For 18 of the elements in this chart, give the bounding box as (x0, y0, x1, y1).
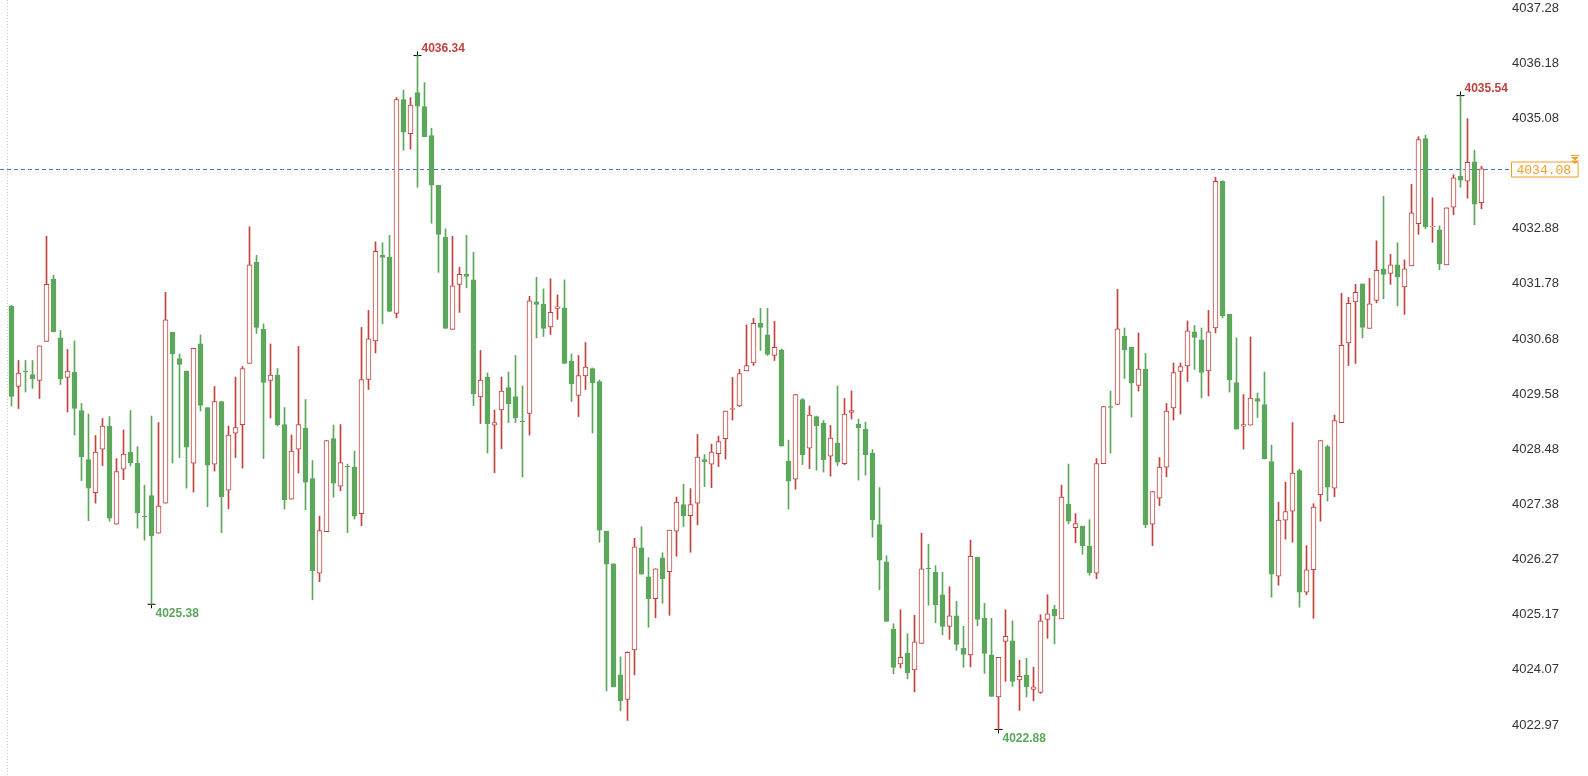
data-label: 4022.88 (1002, 730, 1047, 745)
y-tick-label: 4030.68 (1512, 330, 1559, 346)
y-tick-label: 4028.48 (1512, 440, 1559, 456)
data-label: 4025.38 (155, 605, 200, 620)
y-tick-label: 4037.28 (1512, 0, 1559, 16)
y-tick-label: 4027.38 (1512, 495, 1559, 511)
y-tick-label: 4035.08 (1512, 110, 1559, 126)
data-label: 4036.34 (421, 40, 466, 55)
y-tick-label: 4026.27 (1512, 551, 1559, 567)
ref-line-label: 4034.08 (1516, 162, 1572, 178)
y-tick-label: 4036.18 (1512, 55, 1559, 71)
y-tick-label: 4029.58 (1512, 385, 1559, 401)
y-tick-label: 4031.78 (1512, 275, 1559, 291)
data-label: 4035.54 (1464, 80, 1509, 95)
y-tick-label: 4024.07 (1512, 661, 1559, 677)
y-tick-label: 4032.88 (1512, 220, 1559, 236)
y-tick-label: 4022.97 (1512, 716, 1559, 732)
y-tick-label: 4025.17 (1512, 606, 1559, 622)
